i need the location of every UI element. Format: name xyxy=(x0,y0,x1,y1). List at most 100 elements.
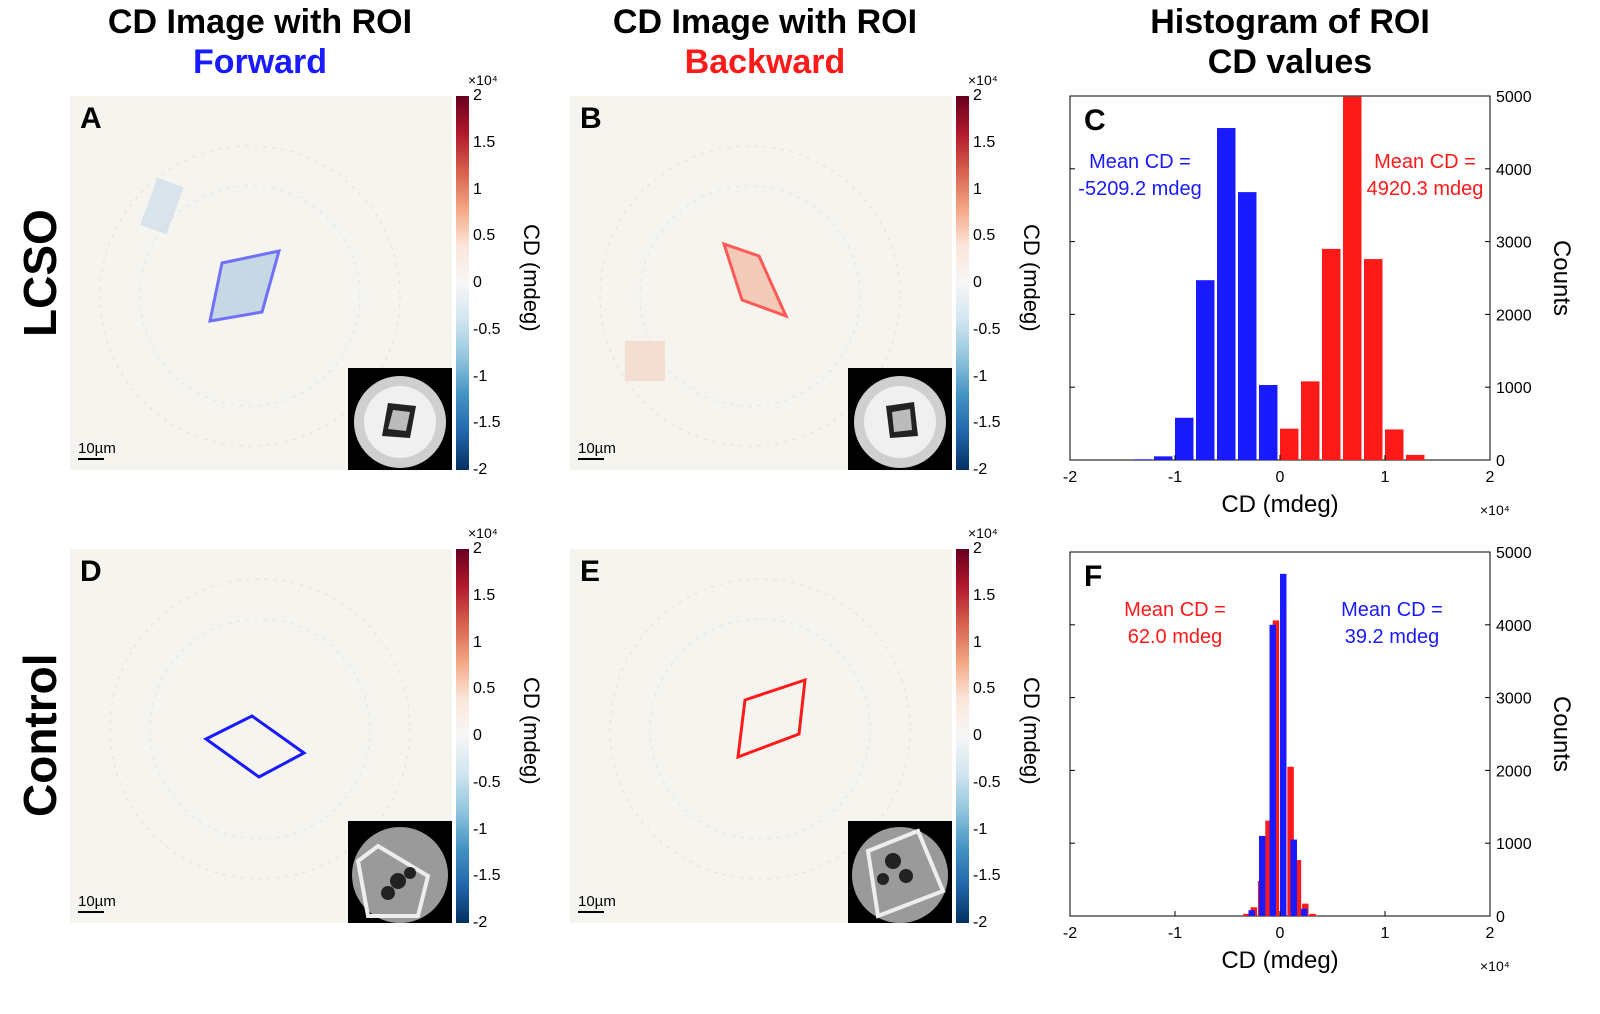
colorbar-tick-d: -1.5 xyxy=(473,867,501,885)
colorbar-tick-e: -2 xyxy=(973,914,988,931)
x-axis-label: CD (mdeg) xyxy=(1221,491,1338,518)
y-tick-label: 5000 xyxy=(1496,545,1532,562)
y-tick-label: 2000 xyxy=(1496,763,1532,780)
colorbar-tick-a: 1.5 xyxy=(473,133,496,151)
y-axis-label: Counts xyxy=(1548,240,1575,316)
panel-letter-a: A xyxy=(80,102,102,135)
colorbar-tick-d: 1 xyxy=(473,633,482,651)
roi-overlay-d xyxy=(109,578,411,880)
x-tick-label: -1 xyxy=(1168,469,1182,486)
scale-bar-e: 10µm xyxy=(578,893,616,913)
roi-overlay-e xyxy=(609,578,911,880)
histogram-bar xyxy=(1294,859,1302,916)
panel-letter-e: E xyxy=(580,555,601,588)
colorbar-tick-d: -0.5 xyxy=(473,773,501,791)
y-tick-label: 1000 xyxy=(1496,836,1532,853)
histogram-bar xyxy=(1385,429,1404,460)
x-tick-label: 0 xyxy=(1276,469,1285,486)
colorbar-tick-d: -2 xyxy=(473,914,488,931)
col2-header: CD Image with ROI Backward xyxy=(575,2,955,82)
microscope-inset-b xyxy=(848,368,952,470)
cd-image-panel-a: A 10µm xyxy=(70,96,452,470)
histogram-bar xyxy=(1243,913,1250,916)
colorbar-b xyxy=(956,96,969,470)
mean-cd-annotation: 62.0 mdeg xyxy=(1128,626,1223,648)
panel-letter: F xyxy=(1084,560,1102,593)
histogram-bar xyxy=(1133,459,1152,460)
colorbar-tick-a: -2 xyxy=(473,461,488,478)
histogram-bar xyxy=(1280,428,1299,460)
col1-header-line1: CD Image with ROI xyxy=(107,3,413,41)
col1-header-line2: Forward xyxy=(192,43,328,81)
histogram-bar xyxy=(1406,454,1425,460)
histogram-bar xyxy=(1301,908,1308,916)
colorbar-tick-a: 0 xyxy=(473,274,482,291)
colorbar-tick-b: 1.5 xyxy=(973,133,996,151)
x-tick-label: 1 xyxy=(1381,925,1390,942)
mean-cd-annotation: Mean CD = xyxy=(1374,151,1476,173)
colorbar-exponent-a: ×10⁴ xyxy=(468,72,498,88)
colorbar-exponent-b: ×10⁴ xyxy=(968,72,998,88)
histogram-bar xyxy=(1259,385,1278,460)
panel-letter-b: B xyxy=(580,102,602,135)
colorbar-tick-b: -1 xyxy=(973,367,988,385)
colorbar-tick-b: 2 xyxy=(973,87,982,104)
colorbar-exponent-e: ×10⁴ xyxy=(968,525,998,541)
mean-cd-annotation: 4920.3 mdeg xyxy=(1367,178,1484,200)
colorbar-tick-a: 1 xyxy=(473,180,482,198)
colorbar-tick-d: -1 xyxy=(473,820,488,838)
colorbar-tick-d: 0.5 xyxy=(473,680,496,698)
colorbar-d xyxy=(456,549,469,923)
histogram-bar xyxy=(1196,280,1215,460)
histogram-bar xyxy=(1265,820,1272,916)
mean-cd-annotation: -5209.2 mdeg xyxy=(1078,178,1201,200)
histogram-bar xyxy=(1301,381,1320,460)
cd-image-panel-e: E 10µm xyxy=(570,549,952,923)
panel-letter: C xyxy=(1084,104,1106,137)
x-tick-label: -1 xyxy=(1168,925,1182,942)
colorbar-tick-e: -0.5 xyxy=(973,773,1001,791)
col3-header-line1: Histogram of ROI xyxy=(1150,3,1430,41)
colorbar-tick-d: 1.5 xyxy=(473,586,496,604)
y-tick-label: 1000 xyxy=(1496,380,1532,397)
scale-bar-a: 10µm xyxy=(78,440,116,460)
histogram-bar xyxy=(1217,128,1236,461)
roi-overlay-b xyxy=(599,145,901,447)
microscope-inset-d xyxy=(348,821,452,923)
colorbar-tick-b: -1.5 xyxy=(973,414,1001,432)
y-tick-label: 4000 xyxy=(1496,162,1532,179)
y-axis-label: Counts xyxy=(1548,696,1575,772)
mean-cd-annotation: 39.2 mdeg xyxy=(1345,626,1440,648)
colorbar-tick-d: 0 xyxy=(473,727,482,744)
y-tick-label: 3000 xyxy=(1496,235,1532,252)
colorbar-label-a: CD (mdeg) xyxy=(519,224,544,332)
histogram-bar xyxy=(1154,456,1173,460)
colorbar-a xyxy=(456,96,469,470)
row-label-top: LCSO xyxy=(14,209,66,337)
x-tick-label: 1 xyxy=(1381,469,1390,486)
cd-image-panel-d: D 10µm xyxy=(70,549,452,923)
col2-header-line2: Backward xyxy=(684,43,846,81)
colorbar-tick-e: -1.5 xyxy=(973,867,1001,885)
col3-header: Histogram of ROI CD values xyxy=(1110,2,1470,82)
colorbar-label-d: CD (mdeg) xyxy=(519,677,544,785)
colorbar-tick-e: 0.5 xyxy=(973,680,996,698)
col2-header-line1: CD Image with ROI xyxy=(612,3,918,41)
x-tick-label: 2 xyxy=(1486,925,1495,942)
y-tick-label: 0 xyxy=(1496,453,1505,470)
histogram-bar xyxy=(1175,417,1194,460)
scale-bar-d: 10µm xyxy=(78,893,116,913)
x-tick-label: -2 xyxy=(1063,925,1077,942)
x-tick-label: 2 xyxy=(1486,469,1495,486)
colorbar-tick-a: -1 xyxy=(473,367,488,385)
x-axis-exponent: ×10⁴ xyxy=(1480,958,1510,974)
histogram-bar xyxy=(1322,248,1341,460)
y-tick-label: 2000 xyxy=(1496,307,1532,324)
colorbar-tick-b: 0 xyxy=(973,274,982,291)
col1-header: CD Image with ROI Forward xyxy=(70,2,450,82)
histogram-bar xyxy=(1343,96,1362,460)
colorbar-tick-b: 1 xyxy=(973,180,982,198)
x-tick-label: -2 xyxy=(1063,469,1077,486)
y-tick-label: 3000 xyxy=(1496,691,1532,708)
colorbar-e xyxy=(956,549,969,923)
